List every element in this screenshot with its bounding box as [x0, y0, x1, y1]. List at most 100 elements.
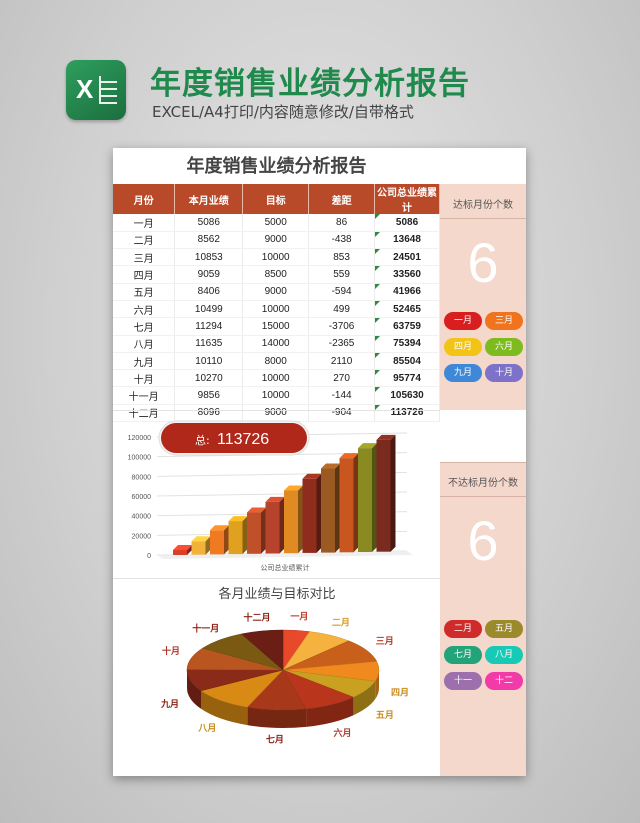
column-header: 目标: [242, 184, 310, 214]
y-tick-label: 40000: [132, 514, 152, 521]
pie-label: 六月: [334, 727, 352, 739]
table-cell: 六月: [113, 300, 176, 319]
divider: [440, 496, 526, 497]
total-badge-prefix: 总:: [195, 433, 210, 447]
table-row: 一月 5086 5000 86 5086: [113, 214, 440, 232]
y-tick-label: 0: [147, 553, 151, 560]
pie-label: 三月: [376, 636, 394, 647]
excel-logo-icon: X: [66, 60, 126, 120]
bar: [339, 453, 359, 553]
table-cell: 75394: [374, 335, 440, 353]
table-cell: 五月: [113, 283, 176, 301]
month-pill: 五月: [485, 620, 523, 638]
month-pill: 十一: [444, 672, 482, 690]
reached-count: 6: [467, 231, 499, 294]
table-row: 十月 10270 10000 270 95774: [113, 369, 440, 388]
table-cell: 105630: [374, 386, 440, 405]
table-row: 十一月 9856 10000 -144 105630: [113, 386, 440, 405]
divider: [113, 410, 440, 411]
side-panel: 达标月份个数 6 一月 三月 四月 六月 九月 十月 不达标月份个数 6 二月 五月 七月 八月…: [440, 184, 526, 776]
column-header: 差距: [308, 184, 376, 214]
bar: [265, 496, 285, 554]
pie-label: 八月: [197, 723, 216, 734]
table-cell: 10270: [174, 369, 244, 388]
bar: [191, 536, 211, 555]
table-cell: 52465: [374, 300, 440, 319]
table-row: 三月 10853 10000 853 24501: [113, 248, 440, 267]
table-row: 五月 8406 9000 -594 41966: [113, 283, 440, 301]
table-cell: 270: [308, 369, 376, 388]
table-cell: 9856: [174, 386, 244, 405]
table-row: 六月 10499 10000 499 52465: [113, 300, 440, 319]
table-cell: 15000: [242, 317, 310, 336]
monthly-pie-chart: 各月业绩与目标对比 一月 二月 三月 四月 五月 六月 七月 八月 九月 十月 十一月 十二月: [113, 578, 440, 776]
table-cell: 三月: [113, 248, 176, 267]
bar: [358, 443, 377, 552]
y-tick-label: 100000: [128, 455, 151, 462]
pie-label: 十二月: [244, 611, 271, 623]
bar: [376, 434, 396, 552]
table-cell: 5086: [174, 214, 244, 232]
bar-chart-svg: 0 20000 40000 60000 80000 100000 120000 公司总业绩累计…: [128, 420, 413, 572]
table-cell: 11635: [174, 335, 244, 353]
table-cell: 9000: [242, 231, 310, 250]
column-header: 公司总业绩累计: [374, 184, 440, 214]
y-tick-label: 60000: [132, 494, 152, 501]
table-cell: 14000: [242, 335, 310, 353]
table-cell: 8406: [174, 283, 244, 301]
missed-count: 6: [467, 509, 499, 572]
pie-label: 十一月: [192, 622, 219, 634]
table-cell: 113726: [374, 404, 440, 423]
table-cell: 10499: [174, 300, 244, 319]
table-cell: 10110: [174, 352, 244, 371]
table-cell: 10853: [174, 248, 244, 267]
month-pill: 三月: [485, 312, 523, 330]
pie-slice-side: [353, 681, 376, 716]
bar: [173, 544, 192, 555]
pie-slice-side: [187, 670, 202, 709]
table-cell: 63759: [374, 317, 440, 336]
bar: [247, 507, 266, 554]
divider: [113, 578, 440, 579]
y-tick-label: 120000: [128, 435, 151, 442]
table-cell: 499: [308, 300, 376, 319]
bar: [228, 516, 248, 555]
page-title: 年度销售业绩分析报告: [150, 66, 470, 102]
table-cell: 四月: [113, 265, 176, 284]
table-cell: 95774: [374, 369, 440, 388]
table-cell: 9059: [174, 265, 244, 284]
table-cell: 86: [308, 214, 376, 232]
table-cell: -144: [308, 386, 376, 405]
table-cell: 10000: [242, 300, 310, 319]
pie-label: 七月: [266, 734, 284, 746]
y-tick-label: 20000: [132, 533, 152, 540]
bar: [284, 485, 303, 554]
table-cell: 10000: [242, 369, 310, 388]
table-cell: 853: [308, 248, 376, 267]
table-cell: 559: [308, 265, 376, 284]
header: X 年度销售业绩分析报告 EXCEL/A4打印/内容随意修改/自带格式: [0, 0, 640, 140]
total-badge: 总: 113726: [158, 420, 310, 456]
month-pill: 七月: [444, 646, 482, 664]
page-subtitle: EXCEL/A4打印/内容随意修改/自带格式: [152, 103, 414, 121]
table-cell: 9000: [242, 283, 310, 301]
table-cell: 8562: [174, 231, 244, 250]
pie-label: 十月: [162, 645, 180, 657]
side-spacer: [440, 410, 526, 462]
table-cell: -3706: [308, 317, 376, 336]
table-row: 十二月 8096 9000 -904 113726: [113, 404, 440, 423]
reached-label: 达标月份个数: [453, 200, 513, 211]
y-tick-label: 80000: [132, 474, 152, 481]
cumulative-bar-chart: 0 20000 40000 60000 80000 100000 120000 公司总业绩累计…: [113, 410, 440, 578]
pie-label: 四月: [391, 688, 409, 699]
table-cell: 二月: [113, 231, 176, 250]
table-row: 四月 9059 8500 559 33560: [113, 265, 440, 284]
table-cell: -438: [308, 231, 376, 250]
month-pill: 九月: [444, 364, 482, 382]
table-row: 七月 11294 15000 -3706 63759: [113, 317, 440, 336]
sales-table: 月份 本月业绩 目标 差距 公司总业绩累计 一月 5086 5000 86 5086 二月…: [113, 184, 440, 423]
month-pill: 八月: [485, 646, 523, 664]
table-cell: 十一月: [113, 386, 176, 405]
pie-side: [187, 670, 379, 728]
